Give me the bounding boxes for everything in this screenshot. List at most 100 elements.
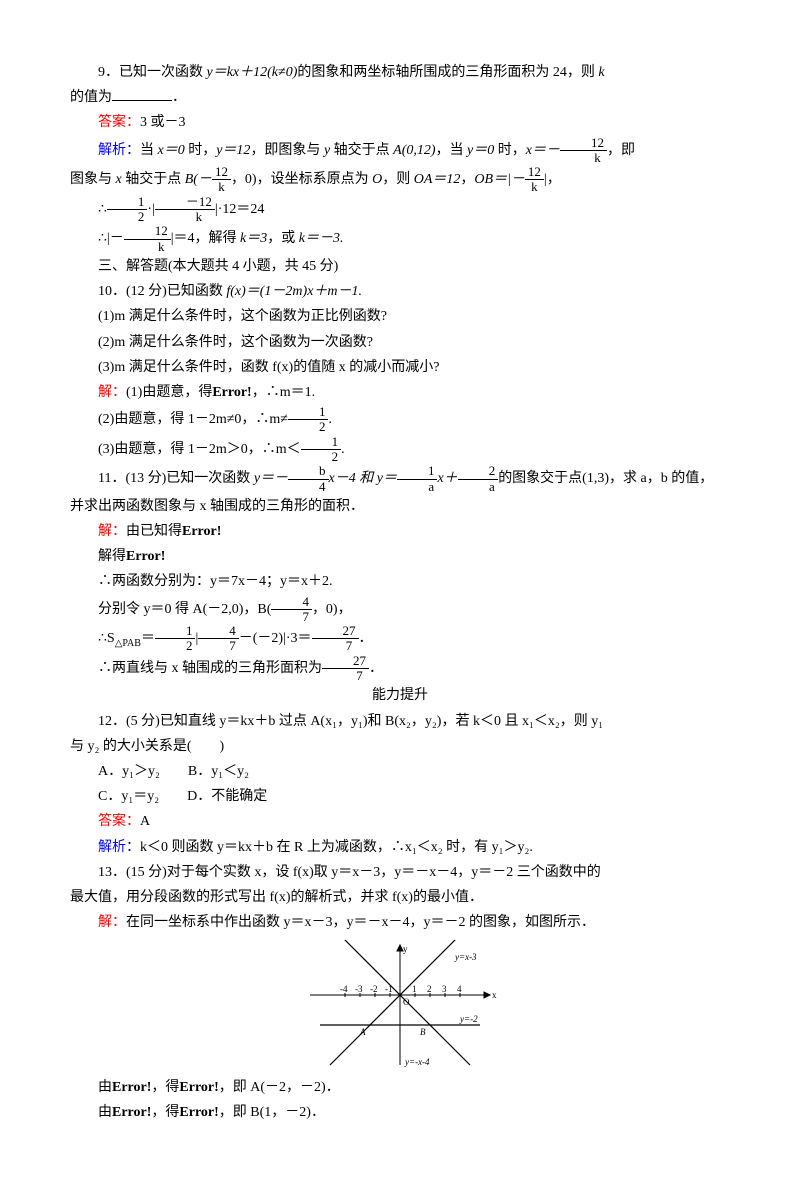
q13-s3: 由Error!，得Error!，即 B(1，－2)． [70,1100,730,1125]
text: 11．(13 分)已知一次函数 [98,471,254,486]
den: k [212,180,231,194]
error-text: Error! [112,1080,151,1095]
text: 的图象和两坐标轴所围成的三角形面积为 24，则 [297,65,598,80]
q11-s3: ∴两函数分别为：y＝7x－4；y＝x＋2. [70,569,730,594]
x-label: x [492,990,497,1000]
fraction: 277 [312,624,359,654]
text: |， [544,172,561,187]
var: k [598,65,604,80]
q9-analysis-4: ∴|－12k|＝4，解得 k＝3，或 k＝－3. [70,224,730,254]
den: 7 [198,639,239,653]
text: ． [369,661,383,676]
text: (2)由题意，得 1－2m≠0，∴m≠ [98,412,288,427]
num: 1 [155,624,196,639]
eq: y＝－ [254,471,288,486]
text: 的值为 [70,90,112,105]
error-text: Error! [182,524,221,539]
fraction: 2a [458,464,499,494]
text: ∴两直线与 x 轴围成的三角形面积为 [98,661,322,676]
q9-analysis-2: 图象与 x 轴交于点 B(－12k，0)，设坐标系原点为 O，则 OA＝12，O… [70,165,730,195]
text: 的图象交于点(1,3)，求 a，b 的值， [498,471,713,486]
error-text: Error! [212,385,251,400]
text: －(－2)|·3＝ [239,631,312,646]
text: ，或 [267,231,299,246]
q9-answer: 答案：3 或－3 [70,110,730,135]
q10-s3: (3)由题意，得 1－2m＞0，∴m＜12. [70,435,730,465]
text: ，即 [607,143,635,158]
text: . [328,412,332,427]
svg-text:3: 3 [442,984,447,994]
num: 4 [198,624,239,639]
sub: △PAB [115,638,141,649]
svg-text:-2: -2 [370,984,378,994]
den: a [397,480,438,494]
text: 解得 [98,549,126,564]
text: ． [172,90,186,105]
text: 当 [140,143,158,158]
ability-heading: 能力提升 [70,683,730,708]
origin-label: O [403,997,410,1007]
num: 12 [525,165,544,180]
den: 7 [322,669,369,683]
den: 2 [107,210,148,224]
question-9: 9．已知一次函数 y＝kx＋12(k≠0)的图象和两坐标轴所围成的三角形面积为 … [70,60,730,254]
answer-label: 答案： [98,814,140,829]
pt: A(0,12) [393,143,435,158]
answer-value: A [140,814,150,829]
q11-s1: 解：由已知得Error! [70,519,730,544]
q9-stem-2: 的值为 ． [70,85,730,110]
pt: B(－ [185,172,212,187]
fraction: 12 [288,405,329,435]
fraction: 1a [397,464,438,494]
eq: k＝3 [240,231,267,246]
num: 1 [107,195,148,210]
text: 由 [98,1105,112,1120]
sol-label: 解： [98,385,126,400]
num: －12 [155,195,215,210]
error-text: Error! [126,549,165,564]
text: 9．已知一次函数 [98,65,207,80]
den: 2 [155,639,196,653]
text: ， [460,172,474,187]
text: ∴ [98,202,107,217]
q13-s2: 由Error!，得Error!，即 A(－2，－2)． [70,1075,730,1100]
text: 时， [185,143,217,158]
q12-analysis: 解析：k＜0 则函数 y＝kx＋b 在 R 上为减函数，∴x₁＜x₂ 时，有 y… [70,835,730,860]
fraction: 12 [301,435,342,465]
text: 由已知得 [126,524,182,539]
q12-answer: 答案：A [70,809,730,834]
fraction: 12k [124,224,171,254]
text: 时， [494,143,526,158]
point-b: B [420,1027,426,1037]
fraction: 12 [155,624,196,654]
answer-value: 3 或－3 [140,115,186,130]
num: 1 [301,435,342,450]
text: |·12＝24 [215,202,264,217]
text: (1)由题意，得 [126,385,212,400]
section-3-heading: 三、解答题(本大题共 4 小题，共 45 分) [70,254,730,279]
error-text: Error! [112,1105,151,1120]
var: O [372,172,382,187]
eq: y＝12 [216,143,250,158]
q11-s2: 解得Error! [70,544,730,569]
num: b [288,464,329,479]
den: k [525,180,544,194]
line3-label: y=-x-4 [404,1057,430,1067]
q11-s5: ∴S△PAB＝12|47－(－2)|·3＝277． [70,624,730,654]
text: ，0)， [312,602,352,617]
question-10: 10．(12 分)已知函数 f(x)＝(1－2m)x＋m－1. (1)m 满足什… [70,279,730,464]
num: 12 [124,224,171,239]
text: |＝4，解得 [171,231,240,246]
coordinate-graph: y x O -4 -3 -2 -1 1 2 3 4 A B y=x-3 y=-2… [300,940,500,1070]
q10-s2: (2)由题意，得 1－2m≠0，∴m≠12. [70,405,730,435]
text: 轴交于点 [122,172,185,187]
q12-head: 12．(5 分)已知直线 y＝kx＋b 过点 A(x₁，y₁)和 B(x₂，y₂… [70,709,730,734]
point-a: A [359,1027,366,1037]
eq: x＝0 [158,143,185,158]
q13-line2: 最大值，用分段函数的形式写出 f(x)的解析式，并求 f(x)的最小值． [70,885,730,910]
den: 4 [288,480,329,494]
eq: OB＝|－ [474,172,525,187]
den: 2 [288,420,329,434]
num: 27 [322,654,369,669]
q13-head: 13．(15 分)对于每个实数 x，设 f(x)取 y＝x－3，y＝－x－4，y… [70,860,730,885]
